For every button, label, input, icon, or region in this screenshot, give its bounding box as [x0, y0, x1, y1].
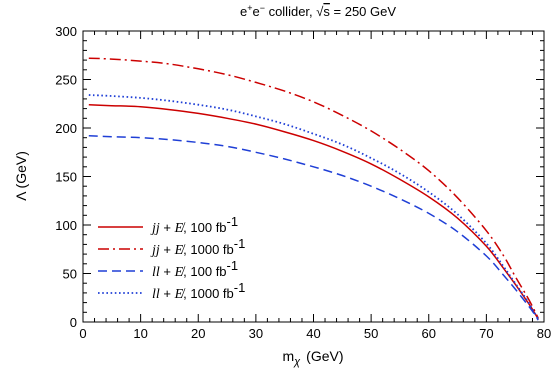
y-tick-label: 50: [63, 267, 77, 282]
series-line-3: [88, 135, 539, 321]
x-tick-label: 0: [79, 326, 86, 341]
y-tick-label: 150: [55, 170, 77, 185]
y-tick-label: 200: [55, 121, 77, 136]
y-axis-title: Λ (GeV): [13, 151, 29, 201]
legend-label-3: ll + E̸, 100 fb-1: [152, 258, 238, 280]
legend-label-2: jj + E̸, 1000 fb-1: [150, 236, 245, 258]
x-tick-label: 80: [537, 326, 551, 341]
y-tick-label: 250: [55, 73, 77, 88]
y-tick-label: 300: [55, 24, 77, 39]
series-line-2: [88, 57, 539, 319]
x-tick-label: 30: [249, 326, 263, 341]
x-tick-label: 50: [364, 326, 378, 341]
axis-tick-labels: 0 10 20 30 40 50 60 70 80 0 50 100 150 200 250 300: [55, 24, 551, 341]
x-tick-label: 10: [133, 326, 147, 341]
legend: jj + E̸, 100 fb-1jj + E̸, 1000 fb-1ll + …: [98, 214, 245, 302]
x-tick-label: 20: [191, 326, 205, 341]
legend-label-1: jj + E̸, 100 fb-1: [150, 214, 238, 236]
x-tick-label: 70: [479, 326, 493, 341]
chart-title: e+e− collider, √s = 250 GeV: [240, 3, 396, 19]
series-line-4: [88, 94, 539, 320]
y-tick-label: 0: [70, 315, 77, 330]
y-tick-label: 100: [55, 218, 77, 233]
series-layer: [88, 57, 539, 321]
legend-label-4: ll + E̸, 1000 fb-1: [152, 280, 245, 302]
x-tick-label: 40: [306, 326, 320, 341]
x-tick-label: 60: [422, 326, 436, 341]
x-axis-title: mχ (GeV): [282, 348, 343, 368]
axis-ticks: [82, 30, 545, 323]
